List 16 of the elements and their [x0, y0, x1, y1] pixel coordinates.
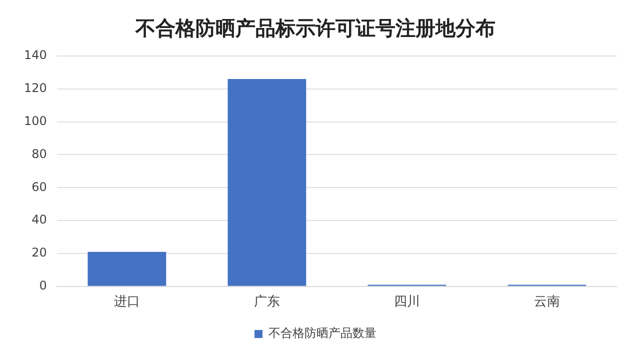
- y-tick-label: 0: [39, 278, 47, 293]
- legend-label: 不合格防晒产品数量: [268, 326, 376, 340]
- x-tick-label: 四川: [394, 294, 420, 310]
- y-tick-label: 80: [32, 146, 47, 161]
- y-tick-label: 100: [24, 114, 47, 128]
- chart-title: 不合格防晒产品标示许可证号注册地分布: [134, 16, 496, 40]
- y-tick-label: 120: [24, 81, 47, 96]
- x-tick-label: 云南: [534, 294, 560, 310]
- y-tick-label: 20: [32, 246, 47, 260]
- y-tick-label: 140: [24, 48, 47, 62]
- x-tick-label: 广东: [254, 294, 280, 310]
- bar: [88, 252, 166, 286]
- x-tick-label: 进口: [114, 294, 140, 310]
- bar: [228, 79, 306, 286]
- y-tick-label: 40: [32, 212, 47, 227]
- y-tick-label: 60: [32, 180, 47, 194]
